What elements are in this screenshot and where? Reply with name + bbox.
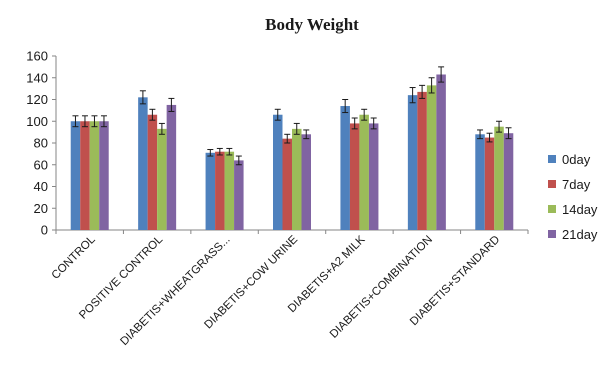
bar-0day — [340, 106, 350, 230]
bar-7day — [80, 121, 90, 230]
y-tick-label: 100 — [26, 114, 48, 129]
legend-label-0day: 0day — [562, 152, 591, 167]
y-tick-label: 120 — [26, 92, 48, 107]
y-tick-label: 140 — [26, 70, 48, 85]
legend-swatch-0day — [548, 155, 556, 163]
bar-14day — [90, 121, 100, 230]
y-tick-label: 80 — [34, 136, 48, 151]
plot-area — [71, 67, 514, 230]
bar-21day — [234, 160, 244, 230]
bar-7day — [350, 123, 360, 230]
y-axis: 0 20 40 60 80 100 120 140 160 — [26, 49, 56, 238]
bar-21day — [167, 105, 177, 230]
legend-swatch-14day — [548, 205, 556, 213]
bar-21day — [99, 121, 109, 230]
bar-14day — [427, 85, 437, 230]
y-tick-label: 160 — [26, 49, 48, 64]
bar-21day — [369, 123, 379, 230]
x-tick-label: DIABETIS+WHEATGRASS... — [118, 234, 232, 348]
legend-swatch-7day — [548, 180, 556, 188]
legend-swatch-21day — [548, 230, 556, 238]
bar-14day — [494, 127, 504, 230]
bar-21day — [436, 74, 446, 230]
legend-label-14day: 14day — [562, 202, 598, 217]
bar-21day — [504, 133, 514, 230]
bar-7day — [283, 139, 293, 230]
bar-7day — [215, 152, 225, 230]
y-tick-label: 40 — [34, 179, 48, 194]
chart-title: Body Weight — [265, 15, 359, 34]
y-tick-label: 60 — [34, 157, 48, 172]
y-tick-label: 20 — [34, 201, 48, 216]
bar-0day — [408, 95, 418, 230]
bar-21day — [302, 134, 312, 230]
bar-0day — [475, 134, 485, 230]
y-tick-label: 0 — [41, 223, 48, 238]
legend-label-7day: 7day — [562, 177, 591, 192]
bar-7day — [417, 92, 427, 230]
bar-14day — [359, 115, 369, 230]
bar-7day — [148, 115, 158, 230]
bar-0day — [273, 115, 283, 230]
bar-14day — [157, 129, 167, 230]
x-tick-label: DIABETIS+A2 MILK — [286, 233, 368, 315]
bar-14day — [225, 152, 235, 230]
legend-label-21day: 21day — [562, 227, 598, 242]
legend: 0day 7day 14day 21day — [548, 152, 598, 242]
x-tick-label: CONTROL — [50, 233, 99, 282]
bar-0day — [206, 153, 216, 230]
bar-14day — [292, 129, 302, 230]
bar-0day — [71, 121, 81, 230]
bar-7day — [485, 138, 495, 230]
bar-0day — [138, 97, 148, 230]
